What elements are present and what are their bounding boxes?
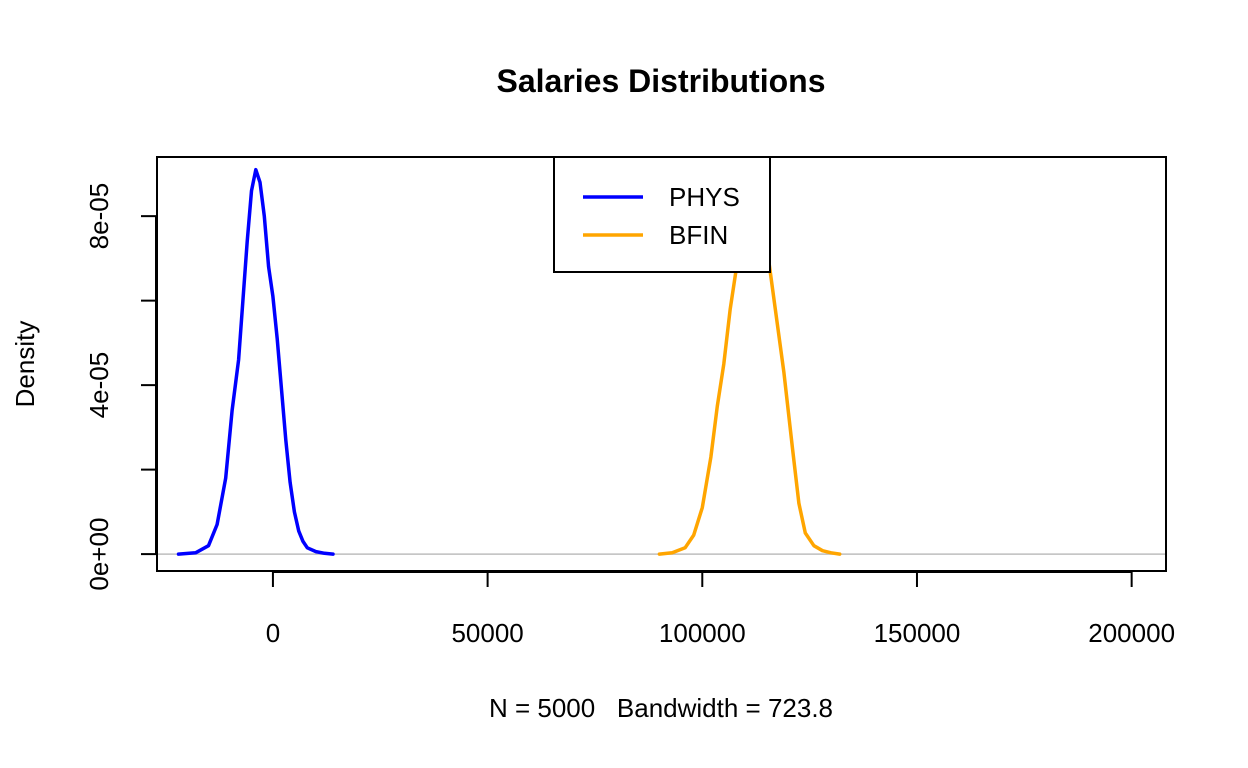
- chart-title: Salaries Distributions: [497, 63, 826, 99]
- y-tick-label: 4e-05: [84, 352, 114, 419]
- x-axis-label: N = 5000 Bandwidth = 723.8: [489, 693, 833, 723]
- legend-label-bfin: BFIN: [669, 220, 728, 250]
- x-tick-label: 50000: [451, 618, 523, 648]
- legend-box: [553, 156, 771, 273]
- x-axis: 0 50000 100000 150000 200000: [266, 571, 1175, 648]
- y-tick-label: 8e-05: [84, 183, 114, 250]
- legend-label-phys: PHYS: [669, 182, 740, 212]
- y-axis-label: Density: [10, 321, 40, 408]
- x-tick-label: 150000: [874, 618, 961, 648]
- legend: PHYS BFIN: [553, 156, 771, 273]
- x-tick-label: 200000: [1088, 618, 1175, 648]
- series-line-phys: [176, 167, 335, 556]
- x-tick-label: 100000: [659, 618, 746, 648]
- y-tick-label: 0e+00: [84, 518, 114, 591]
- series-line-bfin: [657, 243, 842, 556]
- x-tick-label: 0: [266, 618, 280, 648]
- y-axis: 0e+00 4e-05 8e-05: [84, 183, 157, 591]
